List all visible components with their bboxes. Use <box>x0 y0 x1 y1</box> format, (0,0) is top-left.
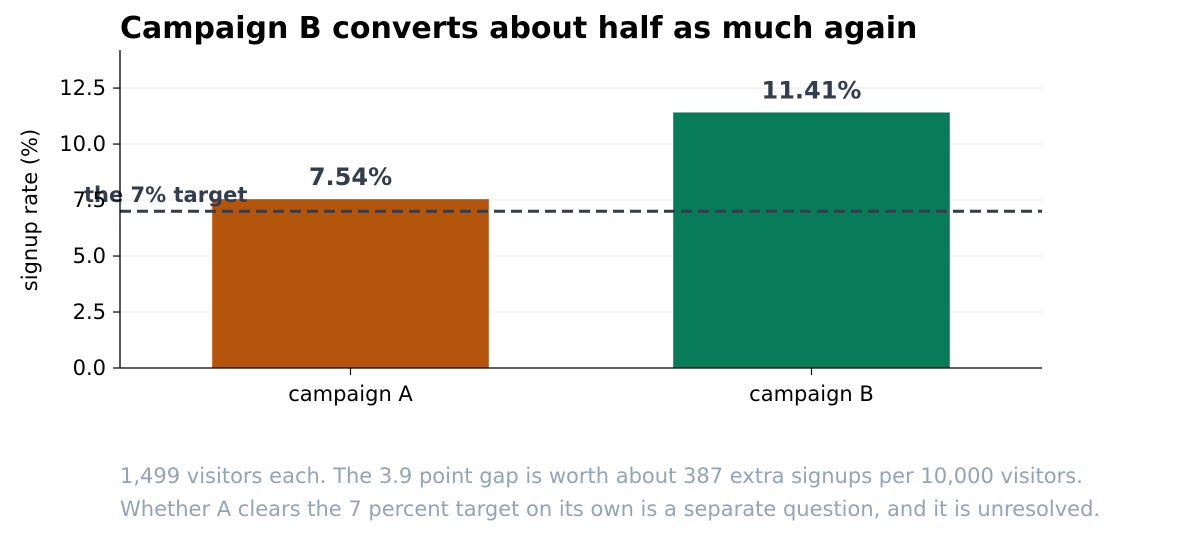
x-tick-label: campaign B <box>749 382 874 406</box>
axes: 0.0 2.5 5.0 7.5 10.0 12.5 campaign A campaign B <box>59 50 1042 406</box>
y-tick-label: 10.0 <box>59 132 106 156</box>
data-labels: 7.54% 11.41% <box>309 76 862 191</box>
y-tick-label: 12.5 <box>59 76 106 100</box>
y-tick-label: 7.5 <box>73 188 106 212</box>
reference-line-group: the 7% target <box>84 183 1042 213</box>
bar-value-label: 7.54% <box>309 163 392 191</box>
bar-value-label: 11.41% <box>762 76 862 104</box>
y-axis-label: signup rate (%) <box>18 129 42 291</box>
y-tick-label: 2.5 <box>73 300 106 324</box>
caption-line-1: 1,499 visitors each. The 3.9 point gap i… <box>120 464 1083 488</box>
y-tick-label: 0.0 <box>73 356 106 380</box>
y-tick-label: 5.0 <box>73 244 106 268</box>
chart-title: Campaign B converts about half as much a… <box>120 11 917 46</box>
bar-campaign-b <box>673 112 950 368</box>
x-tick-label: campaign A <box>288 382 413 406</box>
bar-campaign-a <box>212 199 489 368</box>
bars <box>212 112 950 368</box>
bar-chart: Campaign B converts about half as much a… <box>18 11 1042 406</box>
caption-line-2: Whether A clears the 7 percent target on… <box>120 497 1101 521</box>
target-reference-label: the 7% target <box>84 183 247 207</box>
